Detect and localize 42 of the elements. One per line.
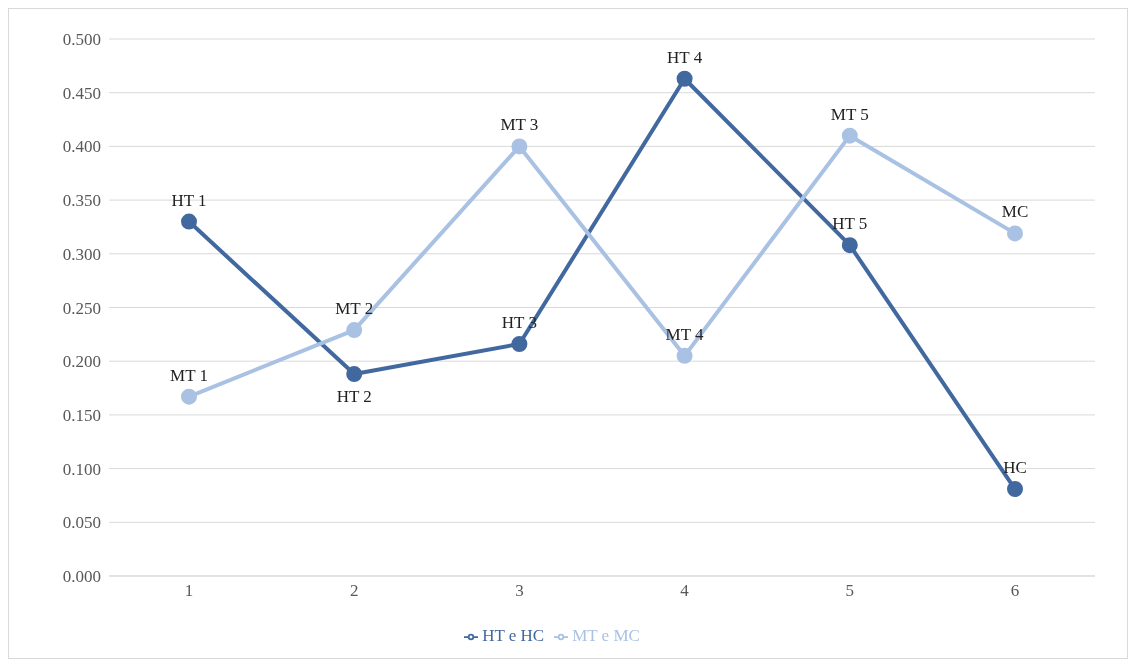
annotation: HT 5 <box>832 214 868 234</box>
point <box>511 138 528 155</box>
point <box>676 70 693 87</box>
legend-label: HT e HC <box>482 626 545 645</box>
annotation: MC <box>1001 202 1029 222</box>
x-tick-label: 2 <box>349 581 359 601</box>
x-tick-label: 6 <box>1010 581 1020 601</box>
y-tick-label: 0.150 <box>62 405 101 425</box>
y-tick-label: 0.450 <box>62 83 101 103</box>
point <box>181 213 197 230</box>
x-tick-label: 4 <box>680 581 690 601</box>
annotation: MT 3 <box>500 115 539 135</box>
annotation: MT 4 <box>665 324 705 344</box>
annotation: MT 1 <box>170 365 208 385</box>
point <box>346 366 363 383</box>
y-tick-label: 0.050 <box>62 513 101 533</box>
y-tick-label: 0.100 <box>62 459 101 479</box>
y-tick-label: 0.500 <box>62 30 101 50</box>
annotation: HT 2 <box>336 387 372 407</box>
point <box>346 322 363 339</box>
annotation: HT 4 <box>667 47 703 67</box>
annotation: MT 2 <box>335 299 374 319</box>
point <box>511 336 528 353</box>
y-tick-label: 0.000 <box>62 567 101 587</box>
x-tick-label: 1 <box>184 581 194 601</box>
point <box>676 347 693 364</box>
point <box>181 388 197 405</box>
y-tick-label: 0.350 <box>62 191 101 211</box>
x-tick-label: 5 <box>845 581 855 601</box>
y-tick-label: 0.300 <box>62 244 101 264</box>
annotation: HC <box>1003 458 1027 478</box>
y-tick-label: 0.200 <box>62 352 101 372</box>
annotation: HT 1 <box>171 190 207 210</box>
y-tick-label: 0.250 <box>62 298 101 318</box>
point <box>841 127 858 144</box>
x-tick-label: 3 <box>515 581 524 601</box>
annotation: MT 5 <box>830 104 869 124</box>
y-tick-label: 0.400 <box>62 137 101 157</box>
point <box>841 237 858 254</box>
point <box>1007 481 1023 498</box>
legend-label: MT e MC <box>572 626 640 645</box>
point <box>1007 225 1023 242</box>
